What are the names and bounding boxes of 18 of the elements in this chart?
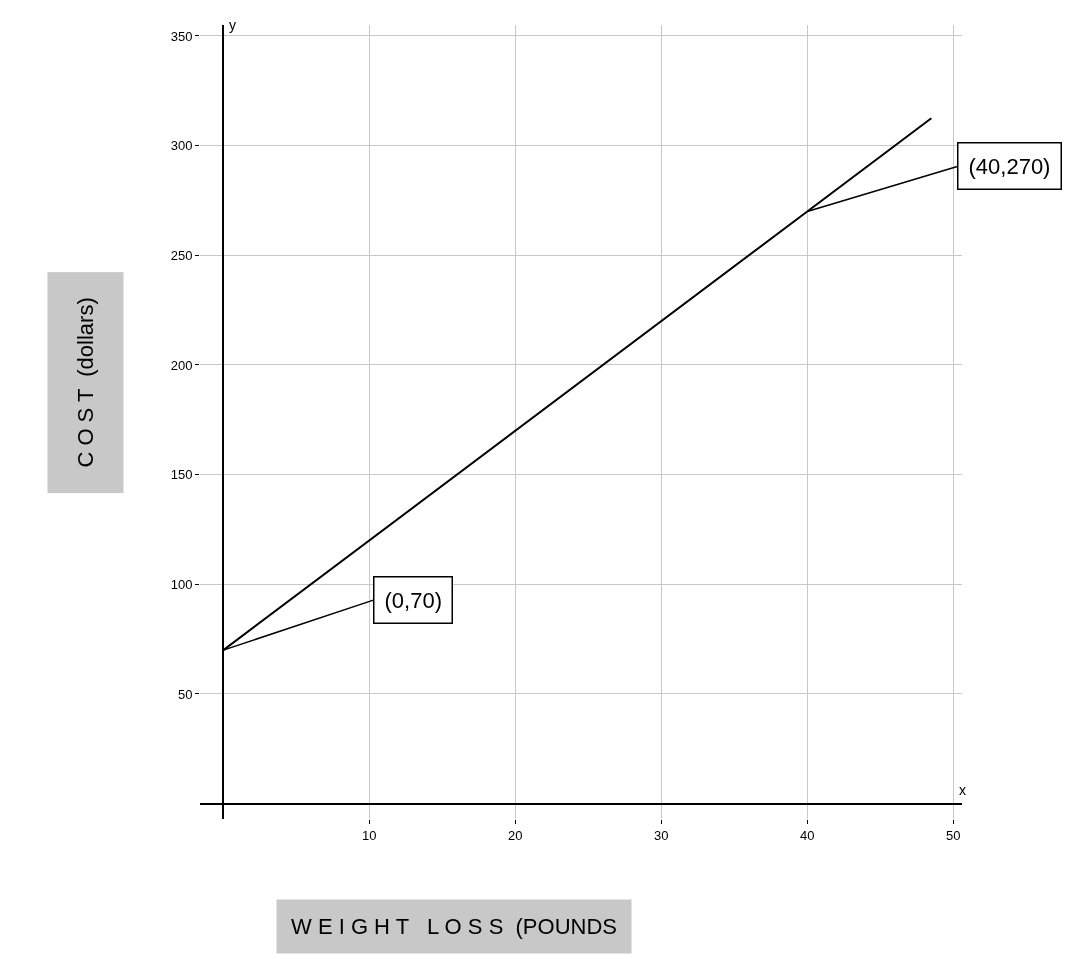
y-tick-label: 300 xyxy=(170,138,193,154)
x-axis-title: W E I G H T L O S S (POUNDS xyxy=(291,914,617,939)
y-tick-label: 150 xyxy=(170,467,193,483)
y-tick-label: 100 xyxy=(170,576,193,592)
y-tick-label: 50 xyxy=(177,686,193,702)
annotation: (40,270) xyxy=(968,153,1051,179)
y-tick-label: 200 xyxy=(170,357,193,373)
x-tick-label: 40 xyxy=(800,827,815,843)
y-tick-label: 250 xyxy=(170,247,193,263)
y-axis-title: C O S T (dollars) xyxy=(73,297,98,468)
annotation: x xyxy=(959,782,966,798)
x-tick-label: 50 xyxy=(946,827,961,843)
annotation: y xyxy=(229,17,236,33)
annotation: (0,70) xyxy=(384,587,442,613)
x-tick-label: 20 xyxy=(508,827,523,843)
y-tick-label: 350 xyxy=(170,28,193,44)
x-tick-label: 30 xyxy=(654,827,669,843)
x-tick-label: 10 xyxy=(362,827,377,843)
